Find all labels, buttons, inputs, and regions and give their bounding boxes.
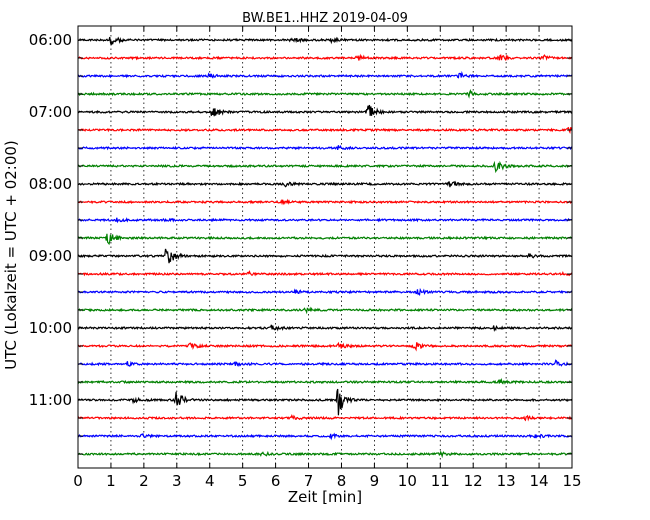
x-tick-label: 3 [172, 472, 182, 490]
trace-line [77, 233, 573, 246]
y-tick-label: 07:00 [29, 103, 72, 121]
x-tick-label: 11 [431, 472, 450, 490]
x-tick-label: 14 [530, 472, 549, 490]
y-tick-label: 10:00 [29, 319, 72, 337]
trace-line [77, 270, 573, 277]
trace-line [77, 341, 573, 352]
trace-line [77, 36, 573, 46]
x-tick-label: 5 [238, 472, 248, 490]
grid-lines [110, 26, 540, 468]
trace-line [77, 248, 573, 264]
x-tick-label: 7 [304, 472, 314, 490]
trace-line [77, 217, 573, 224]
trace-line [77, 180, 573, 188]
trace-line [77, 104, 573, 117]
chart-title: BW.BE1..HHZ 2019-04-09 [242, 11, 408, 26]
trace-line [77, 160, 573, 174]
trace-line [77, 450, 573, 459]
x-tick-label: 15 [562, 472, 581, 490]
x-axis-ticks: 0 1 2 3 4 5 6 7 8 9 10 11 12 13 14 15 [73, 26, 582, 490]
trace-line [77, 89, 573, 99]
trace-line [77, 144, 573, 151]
x-tick-label: 9 [370, 472, 380, 490]
x-tick-label: 10 [398, 472, 417, 490]
x-tick-label: 1 [106, 472, 116, 490]
trace-line [77, 287, 573, 297]
trace-line [77, 70, 573, 79]
x-tick-label: 0 [73, 472, 83, 490]
x-tick-label: 4 [205, 472, 215, 490]
x-tick-label: 8 [337, 472, 347, 490]
trace-line [77, 53, 573, 62]
y-axis-label: UTC (Lokalzeit = UTC + 02:00) [2, 140, 20, 370]
seismic-traces [77, 36, 573, 459]
trace-line [77, 306, 573, 315]
x-axis-label: Zeit [min] [287, 488, 363, 506]
trace-line [77, 126, 573, 134]
y-tick-label: 08:00 [29, 175, 72, 193]
trace-line [77, 359, 573, 368]
trace-line [77, 432, 573, 441]
trace-line [77, 413, 573, 422]
x-tick-label: 6 [271, 472, 281, 490]
axes-frame [77, 25, 573, 469]
y-tick-label: 11:00 [29, 391, 72, 409]
x-tick-label: 12 [464, 472, 483, 490]
y-tick-label: 09:00 [29, 247, 72, 265]
x-tick-label: 2 [139, 472, 149, 490]
trace-line [77, 377, 573, 385]
trace-line [77, 324, 573, 332]
trace-line [77, 198, 573, 206]
x-tick-label: 13 [497, 472, 516, 490]
y-tick-label: 06:00 [29, 31, 72, 49]
y-axis-ticks: 06:00 07:00 08:00 09:00 10:00 11:00 [29, 31, 572, 455]
trace-line [77, 388, 573, 416]
